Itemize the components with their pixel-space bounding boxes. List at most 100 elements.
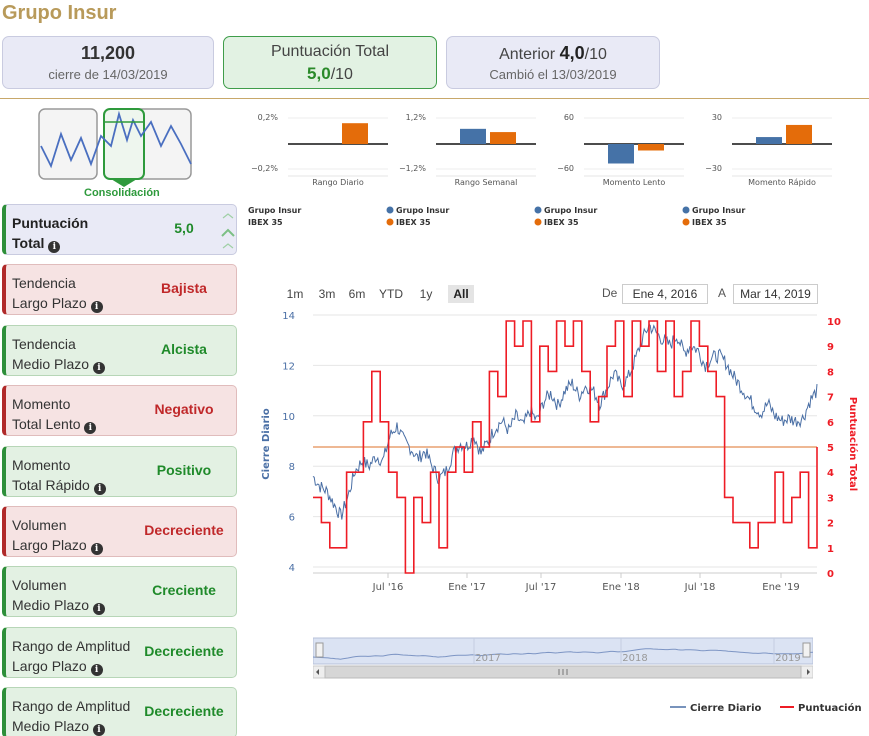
indicator-panel[interactable]: Volumen Largo Plazo i Decreciente [2,506,237,557]
legend-close-label[interactable]: Cierre Diario [690,703,762,714]
date-from-label: De [602,286,618,300]
info-icon[interactable]: i [90,543,103,555]
info-icon[interactable]: i [84,422,97,435]
indicator-label-line1: Puntuación [12,215,89,231]
legend-ibex-label[interactable]: IBEX 35 [396,218,431,227]
range-button[interactable]: 3m [318,287,336,301]
info-icon[interactable]: i [92,724,105,736]
price-value: 11,200 [80,43,136,63]
mini-top-label: 30 [712,113,722,122]
navigator[interactable]: 2017 2018 2019 [313,636,813,680]
info-icon[interactable]: i [93,482,106,495]
legend-score-label[interactable]: Puntuación [798,702,862,714]
collapse-chevron-icon[interactable] [220,210,236,252]
legend-grupo-label[interactable]: Grupo Insur [396,206,449,215]
date-to-label: A [718,286,727,300]
mini-bar[interactable] [490,132,516,144]
mini-bottom-label: −1,2% [399,164,426,173]
indicator-label-line1: Tendencia [12,335,76,352]
y-right-tick: 9 [827,342,834,353]
mini-title: Momento Rápido [748,178,816,187]
info-icon[interactable]: i [48,241,61,253]
date-to-input[interactable]: Mar 14, 2019 [733,284,818,304]
indicator-value: Positivo [156,461,212,478]
legend-grupo-label[interactable]: Grupo Insur [544,206,597,215]
navigator-handle-right[interactable] [802,642,811,658]
score-value-line: 5,0/10 [224,64,436,84]
indicator-label-line2: Largo Plazo [12,537,87,553]
mini-bar[interactable] [608,144,634,164]
indicator-label-line2: Total Rápido [12,476,90,493]
y-right-tick: 5 [827,443,834,454]
mini-bar[interactable] [638,144,664,151]
y-left-tick: 10 [282,412,295,423]
range-button[interactable]: 1m [286,287,304,301]
page-title: Grupo Insur [2,2,117,24]
info-icon[interactable]: i [90,301,103,314]
legend-grupo-label[interactable]: Grupo Insur [248,206,301,215]
indicator-label: Volumen Largo Plazo i [12,515,137,555]
scroll-right-icon[interactable] [807,669,810,675]
navigator-label: 2018 [622,653,647,664]
mini-bar[interactable] [786,124,812,144]
mini-bar[interactable] [342,123,368,144]
legend-dot [534,218,542,226]
legend-ibex-label[interactable]: IBEX 35 [692,218,727,227]
indicator-panel[interactable]: Momento Total Lento i Negativo [2,385,237,437]
indicator-label: Volumen Medio Plazo i [12,575,137,616]
range-button[interactable]: 1y [419,287,433,301]
indicator-panel[interactable]: Rango de Amplitud Medio Plazo i Decrecient… [2,687,237,736]
info-icon[interactable]: i [92,603,105,616]
y-right-tick: 1 [827,544,834,555]
mini-top-label: 0,2% [258,113,279,122]
navigator-handle-left[interactable] [315,642,324,658]
previous-label: Anterior [499,46,556,63]
legend-ibex-label[interactable]: IBEX 35 [248,218,283,227]
y-left-tick: 4 [289,563,295,574]
x-tick-label: Jul '17 [525,582,557,593]
indicator-panel[interactable]: Momento Total Rápido i Positivo [2,445,237,497]
indicator-label: Puntuación Total i [12,213,137,253]
y-right-tick: 4 [827,468,834,479]
indicator-panel[interactable]: Puntuación Total i 5,0 [2,204,237,255]
previous-suffix: /10 [584,46,607,63]
indicator-label-line2: Medio Plazo [12,718,90,735]
previous-score-card: Anterior 4,0/10 Cambió el 13/03/2019 [446,36,660,89]
legend-ibex-label[interactable]: IBEX 35 [544,218,579,227]
scrollbar-grip-icon[interactable] [558,669,568,675]
range-button[interactable]: 6m [348,287,366,301]
pattern-line [40,110,192,169]
info-icon[interactable]: i [92,361,105,374]
legend-dot [682,206,690,214]
indicator-panel[interactable]: Tendencia Largo Plazo i Bajista [2,264,237,316]
date-from-input[interactable]: Ene 4, 2016 [622,284,708,304]
score-suffix: /10 [330,66,353,83]
scroll-left-icon[interactable] [316,669,319,675]
series-score-line[interactable] [313,320,818,574]
indicator-panel[interactable]: Volumen Medio Plazo i Creciente [2,566,237,618]
x-tick-label: Ene '18 [602,582,639,593]
indicator-label-line1: Tendencia [12,275,76,292]
mini-bar[interactable] [756,137,782,144]
indicator-panel[interactable]: Rango de Amplitud Largo Plazo i Decrecient… [2,626,237,678]
indicator-label: Tendencia Largo Plazo i [12,273,137,314]
indicator-label-line2: Total Lento [12,416,81,433]
series-close-line[interactable] [312,323,818,520]
range-button[interactable]: YTD [379,287,403,301]
consolidation-pattern-icon [38,108,192,187]
indicator-label: Momento Total Rápido i [12,455,137,495]
indicator-panel[interactable]: Tendencia Medio Plazo i Alcista [2,324,237,376]
legend-grupo-label[interactable]: Grupo Insur [692,206,745,215]
indicator-label-line1: Volumen [12,577,67,594]
navigator-area[interactable] [313,637,813,665]
price-date: cierre de 14/03/2019 [48,67,168,82]
score-label: Puntuación Total [270,43,389,60]
mini-chart: 1,2% −1,2% Rango Semanal Grupo Insur IBEX 35 [386,113,536,227]
indicator-value: Creciente [152,582,216,599]
indicator-label-line1: Momento [12,456,71,473]
range-button[interactable]: All [448,285,474,303]
mini-bar[interactable] [460,128,486,144]
info-icon[interactable]: i [90,663,103,676]
